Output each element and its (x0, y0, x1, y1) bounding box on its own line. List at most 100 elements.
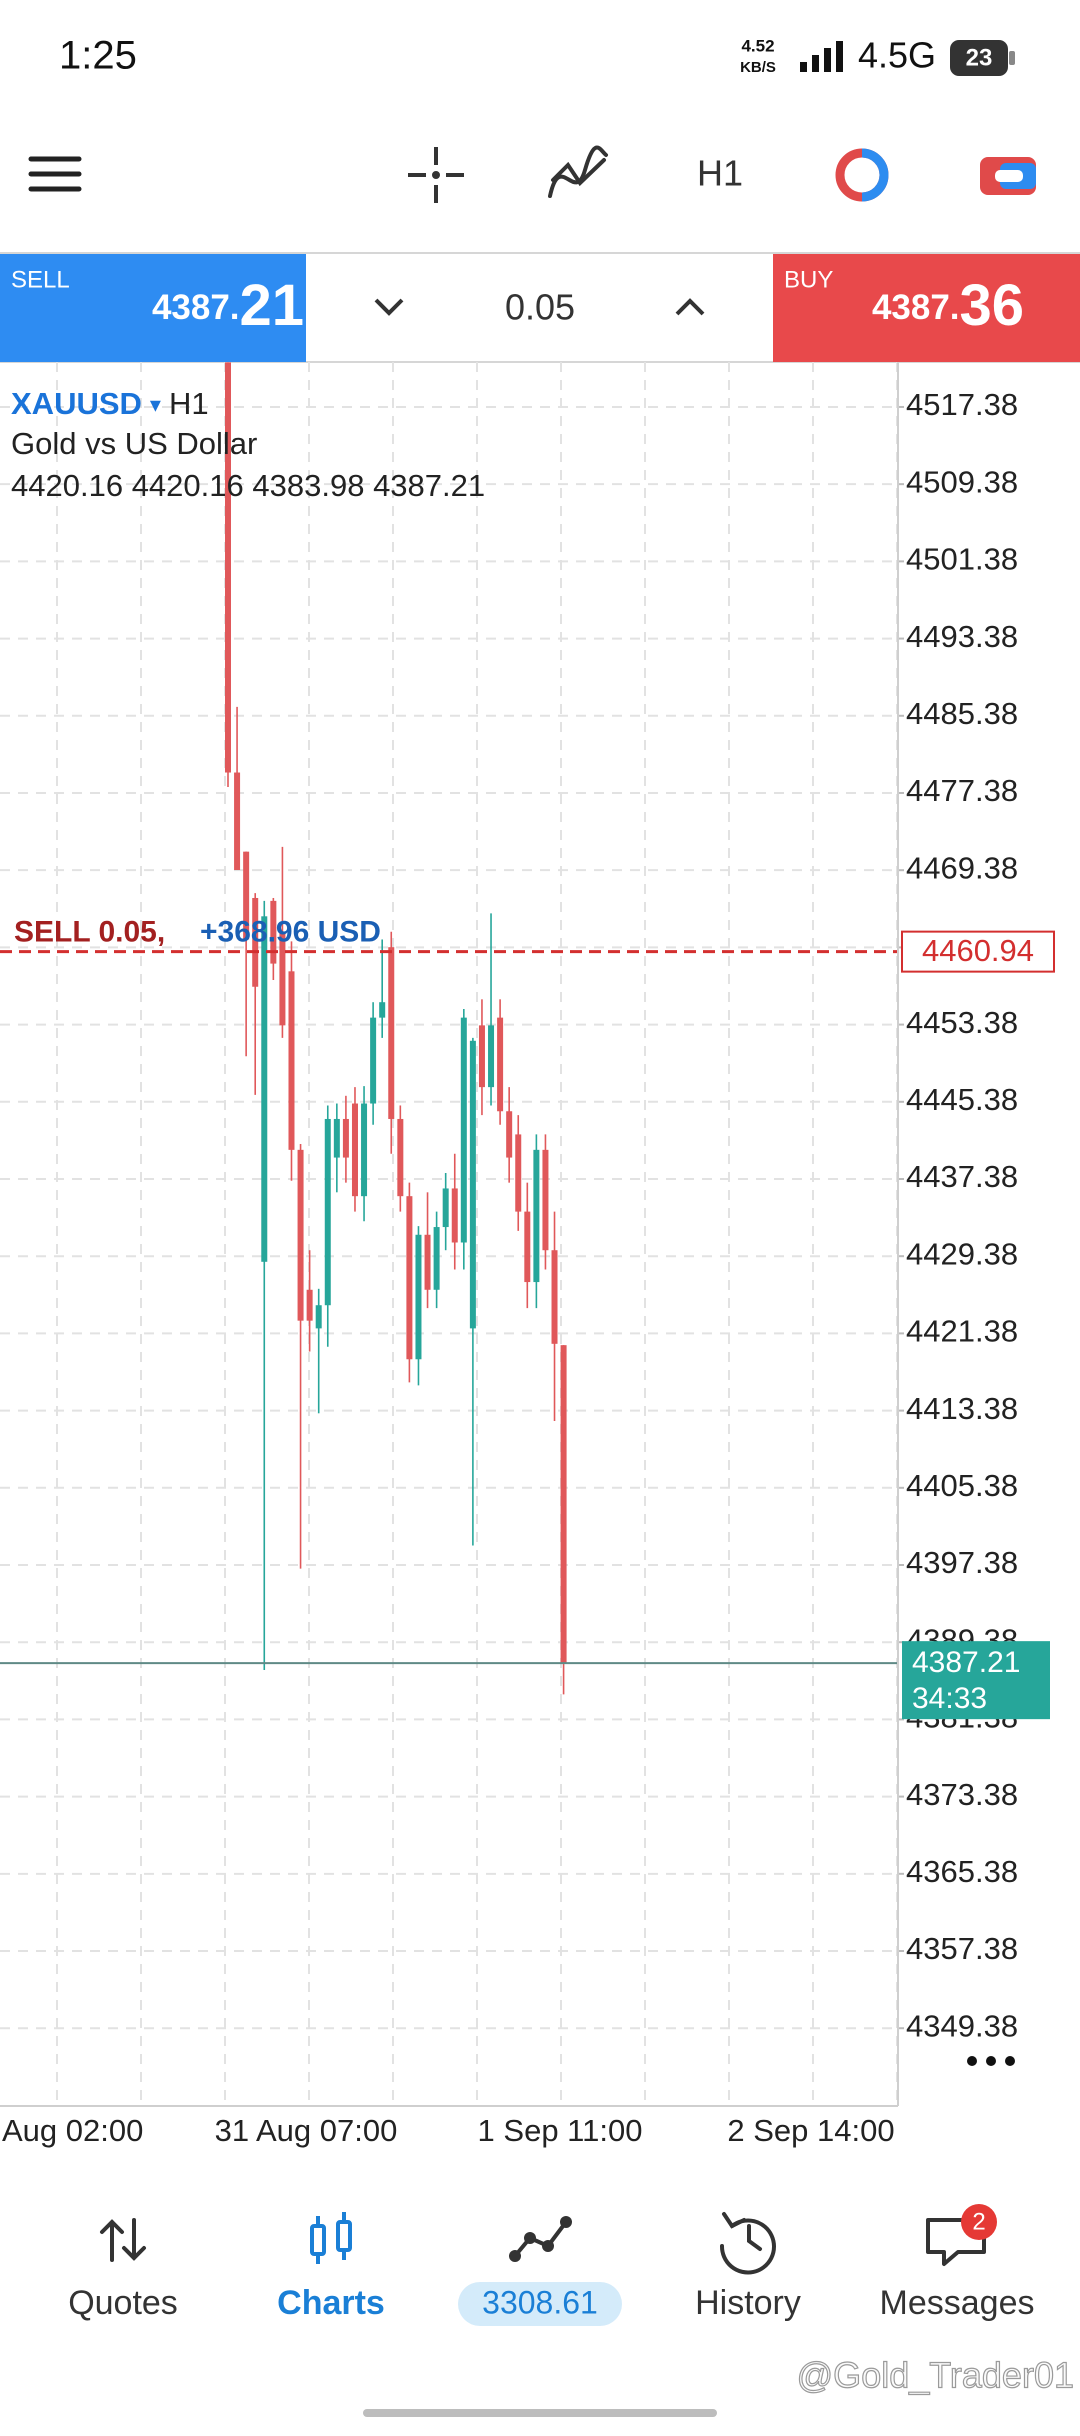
nav-label[interactable]: Quotes (68, 2284, 178, 2322)
trade-icon[interactable] (509, 2216, 572, 2262)
y-tick-label: 4469.38 (906, 850, 1018, 885)
home-indicator (363, 2409, 717, 2417)
symbol[interactable]: XAUUSD (11, 386, 142, 421)
sell-price-main: 4387. (152, 288, 240, 327)
y-tick-label: 4517.38 (906, 387, 1018, 422)
ohlc-open: 4420.16 (11, 468, 123, 503)
net-speed: 4.52 (741, 36, 774, 55)
chart-menu-dots[interactable] (967, 2056, 1015, 2066)
position-label: SELL 0.05, (14, 916, 165, 949)
y-tick-label: 4373.38 (906, 1777, 1018, 1812)
y-tick-label: 4445.38 (906, 1082, 1018, 1117)
candle-body (315, 1305, 322, 1329)
timeframe-button[interactable]: H1 (697, 153, 743, 194)
signal-icon (800, 41, 843, 72)
candle-body (324, 1118, 331, 1306)
candle-body (397, 1118, 404, 1197)
candle-body (542, 1149, 549, 1251)
battery-icon (950, 40, 1015, 76)
x-tick-label: 1 Sep 11:00 (478, 2113, 643, 2148)
y-tick-label: 4453.38 (906, 1005, 1018, 1040)
ohlc-high: 4420.16 (132, 468, 244, 503)
candle-body (388, 947, 395, 1119)
account-button[interactable] (980, 157, 1036, 195)
candle-body (297, 1149, 304, 1321)
volume-up[interactable] (675, 298, 705, 316)
y-tick-label: 4429.38 (906, 1236, 1018, 1271)
symbol-description: Gold vs US Dollar (11, 426, 257, 461)
net-unit: KB/S (740, 59, 776, 76)
candle-body (433, 1227, 440, 1290)
candle-body (533, 1149, 540, 1283)
y-tick-label: 4349.38 (906, 2008, 1018, 2043)
nav-label[interactable]: Messages (880, 2284, 1035, 2322)
candle-body (424, 1234, 431, 1290)
candle-body (406, 1196, 413, 1360)
position-price: 4460.94 (922, 933, 1034, 968)
y-tick-label: 4421.38 (906, 1314, 1018, 1349)
volume[interactable]: 0.05 (505, 287, 575, 328)
chart-header: XAUUSD ▾ H1 (11, 386, 209, 421)
candle-body (460, 1017, 467, 1243)
y-tick-label: 4493.38 (906, 619, 1018, 654)
menu-button[interactable] (28, 156, 82, 192)
candle-body (415, 1234, 422, 1360)
candle-body (243, 851, 250, 940)
candle-body (261, 916, 268, 1262)
y-tick-label: 4413.38 (906, 1391, 1018, 1426)
candle-body (252, 897, 259, 987)
trade-button[interactable] (835, 148, 889, 202)
crosshair-button[interactable] (408, 147, 464, 203)
badge-count: 2 (972, 2208, 985, 2235)
chart-overlays: 4517.38 4509.38 4501.38 4493.38 4485.38 4477.… (0, 387, 1055, 2148)
candle-body (524, 1211, 531, 1283)
volume-down[interactable] (374, 298, 404, 316)
ohlc-readout: 4420.16 4420.16 4383.98 4387.21 (11, 468, 485, 503)
candle-body (333, 1118, 340, 1158)
y-tick-label: 4365.38 (906, 1854, 1018, 1889)
candle-body (442, 1188, 449, 1228)
history-icon[interactable] (719, 2212, 776, 2275)
candle-body (279, 931, 286, 1026)
balance-pill[interactable] (458, 2282, 622, 2326)
y-tick-label: 4405.38 (906, 1468, 1018, 1503)
candle-body (478, 1025, 485, 1088)
buy-price-big: 36 (960, 273, 1025, 338)
network-type: 4.5G (858, 35, 936, 76)
candle-body (515, 1134, 522, 1212)
candle-body (225, 362, 231, 773)
candle-body (306, 1289, 313, 1321)
candle-body (551, 1250, 558, 1344)
x-tick-label: 31 Aug 07:00 (215, 2113, 398, 2148)
nav-label[interactable]: History (695, 2284, 801, 2322)
bar-timer: 34:33 (912, 1682, 987, 1715)
candle-body (342, 1118, 349, 1158)
y-tick-label: 4437.38 (906, 1159, 1018, 1194)
indicators-button[interactable] (548, 145, 608, 198)
y-tick-label: 4501.38 (906, 542, 1018, 577)
nav-label[interactable]: Charts (277, 2284, 385, 2322)
y-tick-label: 4509.38 (906, 464, 1018, 499)
sell-button[interactable] (0, 254, 306, 362)
symbol-marker[interactable]: ▾ (150, 392, 161, 417)
buy-price: 4387.36 (872, 273, 1024, 338)
charts-icon[interactable] (310, 2212, 352, 2264)
candle-body (451, 1188, 458, 1243)
position-price-box (901, 930, 1055, 973)
current-price-box (902, 1641, 1050, 1720)
sell-price-big: 21 (240, 273, 305, 338)
buy-button[interactable] (773, 254, 1080, 362)
candle-body (270, 900, 277, 964)
y-tick-label: 4357.38 (906, 1931, 1018, 1966)
quotes-icon[interactable] (100, 2218, 146, 2262)
balance[interactable]: 3308.61 (482, 2284, 598, 2320)
watermark: @Gold_Trader01 (797, 2355, 1074, 2396)
candle-body (361, 1103, 368, 1197)
sell-label: SELL (11, 266, 70, 293)
candle-body (469, 1040, 476, 1329)
buy-label: BUY (784, 266, 833, 293)
ohlc-close: 4387.21 (373, 468, 485, 503)
candle-body (488, 1025, 495, 1088)
ohlc-low: 4383.98 (252, 468, 364, 503)
